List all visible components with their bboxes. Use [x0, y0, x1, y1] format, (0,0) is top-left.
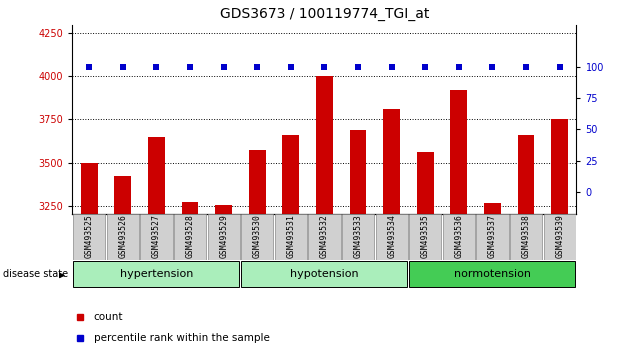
Bar	[409, 214, 442, 260]
Bar	[410, 261, 575, 287]
Bar	[518, 135, 534, 214]
Text: GSM493535: GSM493535	[421, 214, 430, 258]
Bar	[215, 205, 232, 214]
Bar	[73, 214, 105, 260]
Bar	[484, 203, 501, 214]
Bar	[115, 176, 131, 214]
Text: GSM493525: GSM493525	[85, 214, 94, 258]
Bar	[241, 214, 273, 260]
Bar	[417, 152, 433, 214]
Text: GSM493532: GSM493532	[320, 214, 329, 258]
Bar	[275, 214, 307, 260]
Bar	[308, 214, 341, 260]
Text: GSM493530: GSM493530	[253, 214, 261, 258]
Bar	[148, 137, 165, 214]
Bar	[551, 119, 568, 214]
Text: GSM493533: GSM493533	[353, 214, 362, 258]
Bar	[383, 109, 400, 214]
Bar	[282, 135, 299, 214]
Bar	[510, 214, 542, 260]
Bar	[207, 214, 240, 260]
Text: normotension: normotension	[454, 269, 531, 279]
Bar	[181, 202, 198, 214]
Bar	[174, 214, 206, 260]
Text: GSM493528: GSM493528	[186, 214, 195, 258]
Text: hypotension: hypotension	[290, 269, 358, 279]
Bar	[81, 162, 98, 214]
Text: GSM493531: GSM493531	[287, 214, 295, 258]
Text: percentile rank within the sample: percentile rank within the sample	[94, 332, 270, 343]
Bar	[450, 90, 467, 214]
Text: hypertension: hypertension	[120, 269, 193, 279]
Bar	[241, 261, 408, 287]
Text: GSM493527: GSM493527	[152, 214, 161, 258]
Bar	[342, 214, 374, 260]
Bar	[316, 76, 333, 214]
Bar	[106, 214, 139, 260]
Text: GSM493534: GSM493534	[387, 214, 396, 258]
Text: disease state: disease state	[3, 269, 68, 279]
Bar	[74, 261, 239, 287]
Bar	[375, 214, 408, 260]
Bar	[249, 150, 266, 214]
Text: GSM493529: GSM493529	[219, 214, 228, 258]
Text: GSM493537: GSM493537	[488, 214, 497, 258]
Text: GSM493538: GSM493538	[522, 214, 530, 258]
Bar	[476, 214, 508, 260]
Text: GSM493539: GSM493539	[555, 214, 564, 258]
Bar	[544, 214, 576, 260]
Text: count: count	[94, 312, 123, 322]
Bar	[140, 214, 173, 260]
Text: GSM493536: GSM493536	[454, 214, 463, 258]
Bar	[443, 214, 475, 260]
Title: GDS3673 / 100119774_TGI_at: GDS3673 / 100119774_TGI_at	[220, 7, 429, 21]
Text: GSM493526: GSM493526	[118, 214, 127, 258]
Bar	[350, 130, 367, 214]
